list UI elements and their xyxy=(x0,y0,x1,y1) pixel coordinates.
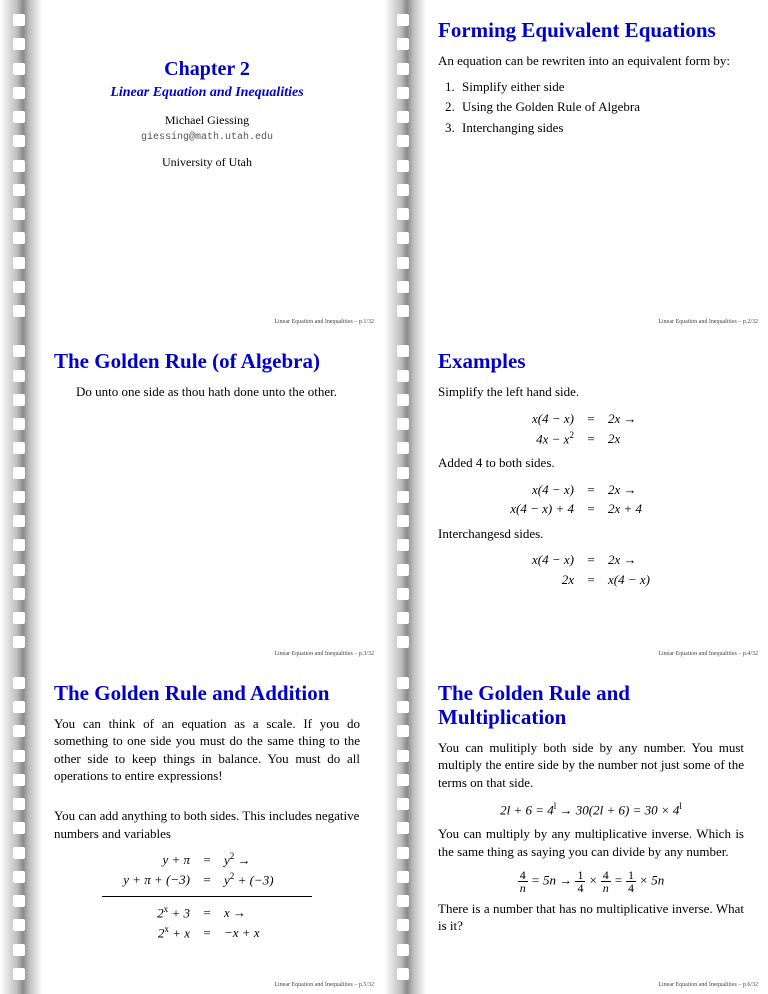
binding-decoration xyxy=(384,331,426,662)
slide-footer: Linear Equation and Inequalities – p.1/3… xyxy=(274,319,374,325)
slide-body: An equation can be rewriten into an equi… xyxy=(438,52,744,136)
binding-holes xyxy=(397,8,411,323)
equation: x(4 − x)=2x → 2x=x(4 − x) xyxy=(438,550,744,589)
slide-footer: Linear Equation and Inequalities – p.2/3… xyxy=(658,319,758,325)
divider xyxy=(102,896,312,897)
author-email: giessing@math.utah.edu xyxy=(54,132,360,143)
equation: 2l + 6 = 4l → 30(2l + 6) = 30 × 4l xyxy=(438,800,744,820)
slide-title: The Golden Rule and Addition xyxy=(54,681,360,705)
list-item: Using the Golden Rule of Algebra xyxy=(458,98,744,116)
equivalent-methods-list: Simplify either side Using the Golden Ru… xyxy=(458,78,744,137)
golden-rule-text: Do unto one side as thou hath done unto … xyxy=(76,383,360,401)
intro-text: An equation can be rewriten into an equi… xyxy=(438,52,744,70)
binding-holes xyxy=(13,339,27,654)
slide-title: Examples xyxy=(438,349,744,373)
chapter-title: Chapter 2 xyxy=(54,58,360,81)
paragraph: You can multiply by any multiplicative i… xyxy=(438,825,744,860)
example-label: Simplify the left hand side. xyxy=(438,383,744,401)
slide-5: The Golden Rule and Addition You can thi… xyxy=(0,663,384,994)
binding-decoration xyxy=(0,663,42,994)
binding-decoration xyxy=(0,331,42,662)
paragraph: You can mulitiply both side by any numbe… xyxy=(438,739,744,792)
paragraph: You can add anything to both sides. This… xyxy=(54,807,360,842)
equation: 4n = 5n → 14 × 4n = 14 × 5n xyxy=(438,869,744,894)
equation: y + π=y2 → y + π + (−3)=y2 + (−3) xyxy=(54,850,360,890)
example-label: Interchangesd sides. xyxy=(438,525,744,543)
paragraph: There is a number that has no multiplica… xyxy=(438,900,744,935)
binding-holes xyxy=(397,671,411,986)
binding-holes xyxy=(13,8,27,323)
list-item: Interchanging sides xyxy=(458,119,744,137)
slide-title: Forming Equivalent Equations xyxy=(438,18,744,42)
author-name: Michael Giessing xyxy=(54,113,360,128)
slide-footer: Linear Equation and Inequalities – p.6/3… xyxy=(658,982,758,988)
slide-3: The Golden Rule (of Algebra) Do unto one… xyxy=(0,331,384,662)
slide-6: The Golden Rule and Multiplication You c… xyxy=(384,663,768,994)
binding-decoration xyxy=(384,0,426,331)
equation: x(4 − x)=2x → x(4 − x) + 4=2x + 4 xyxy=(438,480,744,519)
paragraph: You can think of an equation as a scale.… xyxy=(54,715,360,785)
binding-decoration xyxy=(384,663,426,994)
slide-footer: Linear Equation and Inequalities – p.3/3… xyxy=(274,651,374,657)
slide-footer: Linear Equation and Inequalities – p.4/3… xyxy=(658,651,758,657)
equation: x(4 − x)=2x → 4x − x2=2x xyxy=(438,409,744,448)
slide-title: The Golden Rule (of Algebra) xyxy=(54,349,360,373)
slide-1: Chapter 2 Linear Equation and Inequaliti… xyxy=(0,0,384,331)
example-label: Added 4 to both sides. xyxy=(438,454,744,472)
slide-body: Simplify the left hand side. x(4 − x)=2x… xyxy=(438,383,744,589)
slide-footer: Linear Equation and Inequalities – p.5/3… xyxy=(274,982,374,988)
slide-4: Examples Simplify the left hand side. x(… xyxy=(384,331,768,662)
binding-holes xyxy=(13,671,27,986)
equation: 2x + 3=x → 2x + x=−x + x xyxy=(54,903,360,943)
slide-body: You can mulitiply both side by any numbe… xyxy=(438,739,744,935)
slide-body: Do unto one side as thou hath done unto … xyxy=(76,383,360,401)
slide-grid: Chapter 2 Linear Equation and Inequaliti… xyxy=(0,0,768,994)
university: University of Utah xyxy=(54,155,360,170)
slide-2: Forming Equivalent Equations An equation… xyxy=(384,0,768,331)
chapter-subtitle: Linear Equation and Inequalities xyxy=(54,85,360,101)
slide-body: You can think of an equation as a scale.… xyxy=(54,715,360,943)
binding-decoration xyxy=(0,0,42,331)
binding-holes xyxy=(397,339,411,654)
list-item: Simplify either side xyxy=(458,78,744,96)
slide-title: The Golden Rule and Multiplication xyxy=(438,681,744,729)
